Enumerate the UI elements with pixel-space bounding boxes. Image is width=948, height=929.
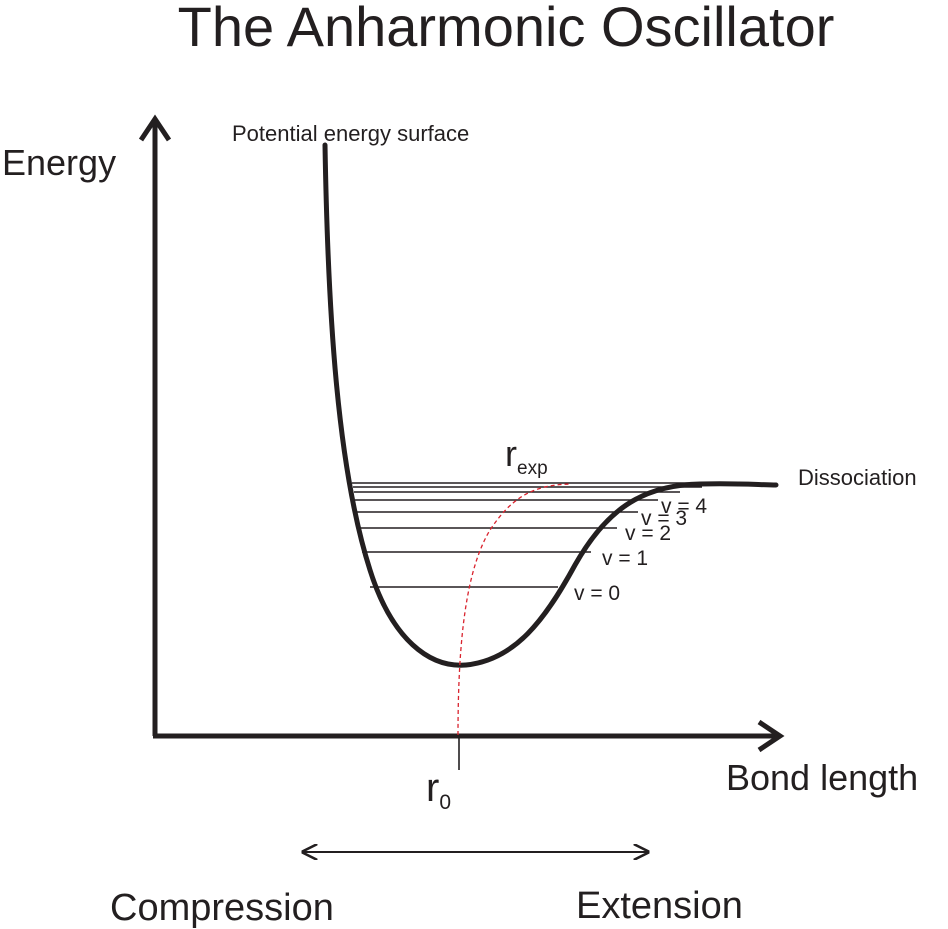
extension-label: Extension — [576, 885, 743, 927]
diagram-title: The Anharmonic Oscillator — [178, 0, 835, 58]
r-exp-base: r — [505, 433, 517, 474]
y-axis — [138, 114, 172, 736]
expectation-value-path — [457, 483, 571, 736]
dissociation-label: Dissociation — [798, 465, 917, 490]
level-label-v1: v = 1 — [602, 547, 648, 570]
r-exp-label: rexp — [505, 433, 548, 479]
r0-subscript: 0 — [439, 791, 451, 814]
r0-label: r0 — [426, 766, 451, 814]
y-axis-label: Energy — [2, 142, 116, 183]
level-label-v4: v = 4 — [661, 495, 707, 518]
level-label-v0: v = 0 — [574, 582, 620, 605]
x-axis-label: Bond length — [726, 757, 918, 798]
r0-base: r — [426, 766, 439, 810]
energy-level-lines — [352, 482, 730, 588]
level-label-v3: v = 3 — [641, 507, 687, 530]
level-label-v2: v = 2 — [625, 522, 671, 545]
potential-energy-curve — [322, 142, 779, 668]
x-axis — [153, 719, 785, 753]
potential-curve-label: Potential energy surface — [232, 121, 469, 146]
r-exp-subscript: exp — [517, 458, 548, 479]
compression-label: Compression — [110, 887, 334, 929]
